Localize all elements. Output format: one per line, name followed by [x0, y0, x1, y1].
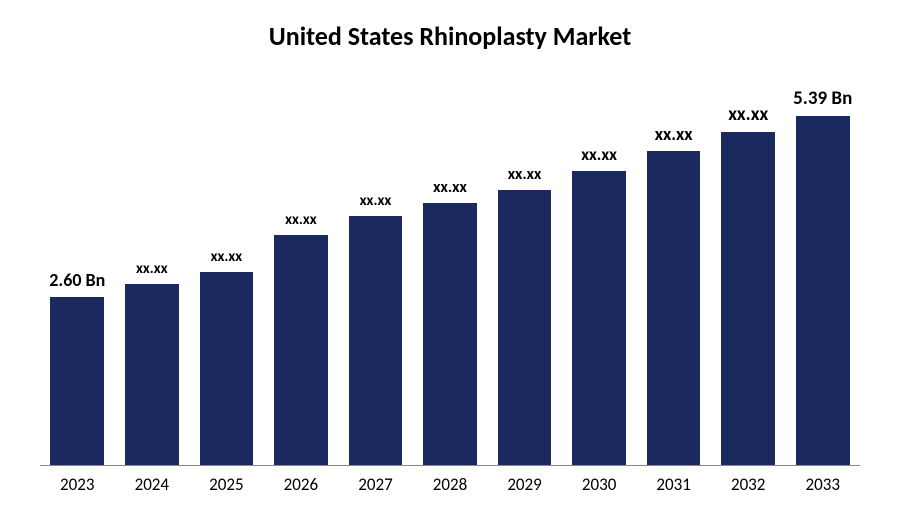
x-axis-tick: 2030	[562, 474, 637, 495]
bar	[423, 203, 477, 465]
x-axis-tick: 2025	[189, 474, 264, 495]
bar-group: xx.xx	[189, 77, 264, 465]
bar	[572, 171, 626, 465]
bar-group: xx.xx	[264, 77, 339, 465]
bar-group: 5.39 Bn	[785, 77, 860, 465]
bar	[721, 132, 775, 465]
x-axis-tick: 2033	[785, 474, 860, 495]
bar-group: xx.xx	[711, 77, 786, 465]
bar-value-label: xx.xx	[211, 248, 243, 266]
bar-value-label: xx.xx	[655, 123, 693, 145]
bar-group: xx.xx	[413, 77, 488, 465]
bar-value-label: xx.xx	[136, 260, 168, 278]
bar-value-label: xx.xx	[360, 192, 392, 210]
bars-wrapper: 2.60 Bn xx.xx xx.xx xx.xx xx.xx xx.xx xx.xx xx.…	[40, 77, 860, 465]
bar-value-label: 5.39 Bn	[793, 87, 852, 110]
bar-group: xx.xx	[636, 77, 711, 465]
x-axis: 2023202420252026202720282029203020312032…	[40, 466, 860, 495]
bar-value-label: 2.60 Bn	[49, 269, 105, 291]
bar	[498, 190, 552, 465]
bar	[125, 284, 179, 465]
bar	[274, 235, 328, 465]
bar-value-label: xx.xx	[581, 144, 617, 165]
bar-group: xx.xx	[338, 77, 413, 465]
bar	[796, 116, 850, 465]
bar	[200, 272, 254, 465]
x-axis-tick: 2028	[413, 474, 488, 495]
bar	[647, 151, 701, 465]
x-axis-tick: 2024	[115, 474, 190, 495]
bar-value-label: xx.xx	[285, 211, 317, 229]
x-axis-tick: 2029	[487, 474, 562, 495]
x-axis-tick: 2026	[264, 474, 339, 495]
bar-group: xx.xx	[115, 77, 190, 465]
plot-area: 2.60 Bn xx.xx xx.xx xx.xx xx.xx xx.xx xx.xx xx.…	[40, 77, 860, 466]
bar-value-label: xx.xx	[508, 165, 542, 184]
x-axis-tick: 2031	[636, 474, 711, 495]
x-axis-tick: 2023	[40, 474, 115, 495]
bar-value-label: xx.xx	[433, 178, 467, 197]
bar-value-label: xx.xx	[728, 103, 768, 126]
bar	[349, 216, 403, 465]
bar-group: xx.xx	[562, 77, 637, 465]
x-axis-tick: 2027	[338, 474, 413, 495]
bar-group: 2.60 Bn	[40, 77, 115, 465]
bar	[50, 297, 104, 465]
chart-title: United States Rhinoplasty Market	[40, 20, 860, 52]
chart-container: United States Rhinoplasty Market 2.60 Bn…	[0, 0, 900, 525]
x-axis-tick: 2032	[711, 474, 786, 495]
bar-group: xx.xx	[487, 77, 562, 465]
